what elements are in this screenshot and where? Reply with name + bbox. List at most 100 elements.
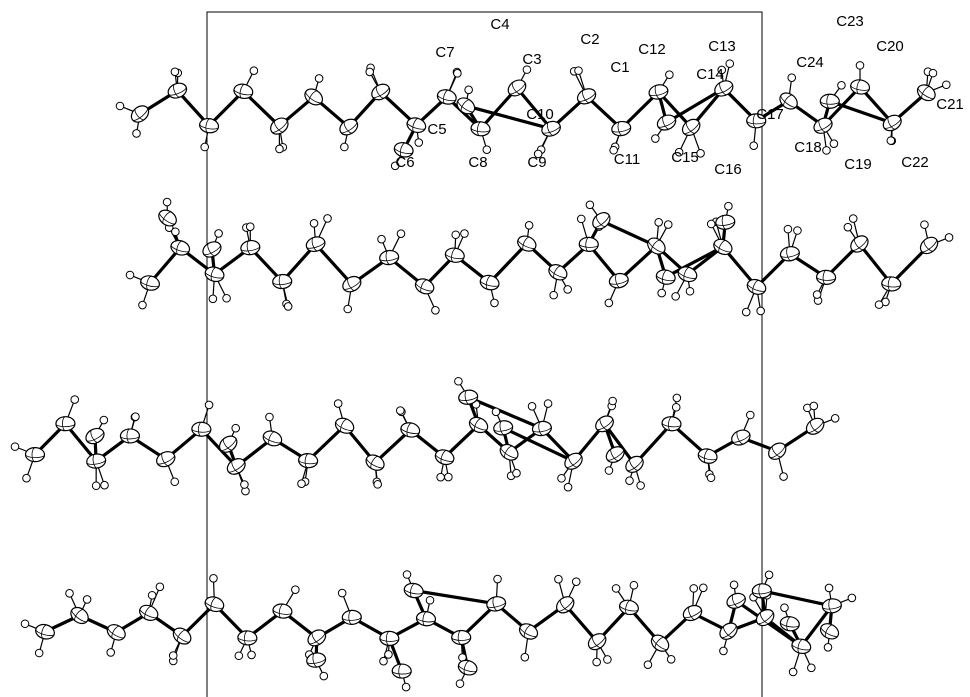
hydrogen	[765, 571, 773, 579]
hydrogen	[525, 221, 533, 229]
thermal-ellipsoid	[729, 427, 752, 448]
hydrogen	[781, 604, 789, 612]
hydrogen	[575, 67, 583, 75]
hydrogen	[374, 481, 382, 489]
carbon-atom	[818, 621, 841, 642]
hydrogen	[666, 71, 674, 79]
thermal-ellipsoid	[342, 610, 362, 625]
hydrogen	[789, 668, 797, 676]
thermal-ellipsoid	[83, 425, 106, 446]
atom-label: C3	[522, 51, 541, 68]
hydrogen	[455, 377, 463, 385]
hydrogen	[572, 578, 580, 586]
atom-label: C8	[468, 154, 487, 171]
hydrogen	[338, 589, 346, 597]
hydrogen	[844, 223, 852, 231]
hydrogen	[555, 575, 563, 583]
hydrogen	[707, 474, 715, 482]
hydrogen	[344, 305, 352, 313]
hydrogen	[813, 291, 821, 299]
atom-label: C10	[526, 106, 554, 123]
hydrogen	[848, 594, 856, 602]
hydrogen	[232, 424, 240, 432]
carbon-atom	[68, 604, 92, 627]
hydrogen	[564, 483, 572, 491]
hydrogen	[667, 655, 675, 663]
carbon-atom	[34, 622, 56, 641]
atom-label: C17	[756, 106, 784, 123]
hydrogen	[929, 69, 937, 77]
hydrogen	[823, 147, 831, 155]
hydrogen	[655, 218, 663, 226]
hydrogen	[223, 294, 231, 302]
atom-label: C21	[936, 96, 964, 113]
atom-label: C9	[527, 154, 546, 171]
carbon-atom	[590, 209, 614, 232]
carbon-atom	[128, 103, 152, 126]
hydrogen	[276, 145, 284, 153]
carbon-atom	[579, 237, 599, 252]
thermal-ellipsoid	[655, 112, 678, 132]
hydrogen	[794, 227, 802, 235]
hydrogen	[454, 70, 462, 78]
hydrogen	[831, 414, 839, 422]
hydrogen	[652, 135, 660, 143]
page: C1C2C3C4C5C6C7C8C9C10C11C12C13C14C15C16C…	[0, 0, 970, 697]
atom-label: C13	[708, 38, 736, 55]
hydrogen	[248, 651, 256, 659]
hydrogen	[887, 137, 895, 145]
hydrogen	[132, 413, 140, 421]
carbon-atom	[655, 268, 677, 286]
hydrogen	[169, 652, 177, 660]
hydrogen	[385, 651, 393, 659]
hydrogen	[830, 140, 838, 148]
hydrogen	[945, 234, 953, 242]
carbon-atom	[493, 419, 514, 436]
hydrogen	[378, 235, 386, 243]
hydrogen	[461, 230, 469, 238]
hydrogen	[246, 223, 254, 231]
atom-label: C23	[836, 13, 864, 30]
atom-label: C7	[435, 44, 454, 61]
hydrogen	[215, 230, 223, 238]
hydrogen	[380, 657, 388, 665]
carbon-atom	[192, 422, 212, 437]
hydrogen	[564, 286, 572, 294]
hydrogen	[513, 469, 521, 477]
carbon-atom	[822, 598, 843, 614]
hydrogen	[700, 584, 708, 592]
carbon-atom	[392, 664, 411, 678]
carbon-atom	[803, 415, 827, 438]
atom-label: C5	[427, 121, 446, 138]
atom-label: C2	[580, 31, 599, 48]
hydrogen	[310, 220, 318, 228]
hydrogen	[544, 400, 552, 408]
hydrogen	[921, 221, 929, 229]
hydrogen	[550, 291, 558, 299]
hydrogen	[626, 477, 634, 485]
hydrogen	[750, 142, 758, 150]
atom-label: C24	[796, 54, 824, 71]
hydrogen	[838, 81, 846, 89]
thermal-ellipsoid	[717, 620, 741, 643]
atom-label: C15	[671, 149, 699, 166]
hydrogen	[116, 102, 124, 110]
thermal-ellipsoid	[493, 419, 514, 436]
hydrogen	[292, 586, 300, 594]
carbon-atom	[200, 239, 223, 260]
hydrogen	[612, 585, 620, 593]
bond	[490, 244, 527, 283]
hydrogen	[673, 394, 681, 402]
hydrogen	[644, 661, 652, 669]
hydrogen	[171, 68, 179, 76]
hydrogen	[810, 402, 818, 410]
hydrogen	[324, 215, 332, 223]
hydrogen	[171, 478, 179, 486]
carbon-atom	[380, 631, 399, 646]
thermal-ellipsoid	[803, 415, 827, 438]
atom-label: C4	[490, 16, 509, 33]
hydrogen	[824, 644, 832, 652]
hydrogen	[107, 649, 115, 657]
carbon-atom	[120, 429, 139, 443]
hydrogen	[730, 581, 738, 589]
